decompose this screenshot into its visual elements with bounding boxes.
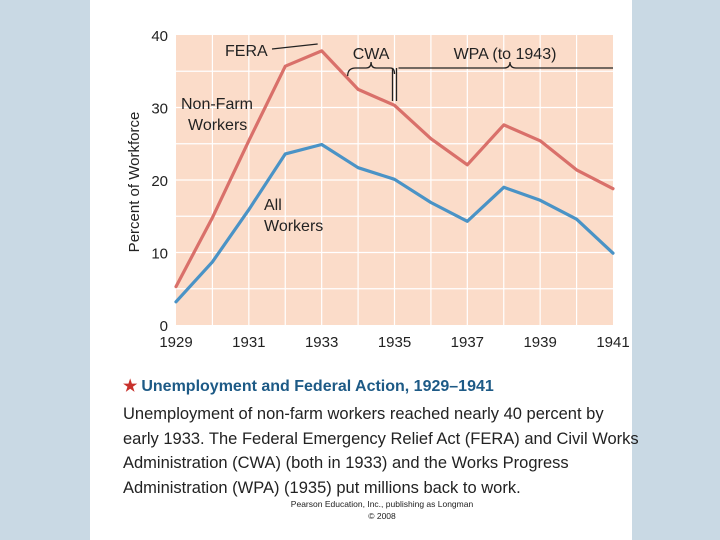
annotation-label-fera: FERA [225,43,268,60]
x-tick-label: 1931 [232,334,265,351]
annotation-pointer-fera [271,43,318,50]
x-tick-label: 1939 [523,334,556,351]
series-label: Workers [264,218,323,235]
x-tick-label: 1935 [378,334,411,351]
credit-notice: Pearson Education, Inc., publishing as L… [272,498,492,522]
annotation-label-cwa: CWA [353,46,390,63]
x-tick-label: 1929 [159,334,192,351]
credit-publisher: Pearson Education, Inc., publishing as L… [290,499,474,509]
y-tick-label: 30 [151,101,168,118]
star-icon: ★ [123,378,138,395]
series-label: Workers [188,117,247,134]
annotation-label-wpa: WPA (to 1943) [454,46,557,63]
x-tick-label: 1933 [305,334,338,351]
y-tick-label: 40 [151,28,168,45]
caption-title-text: Unemployment and Federal Action, 1929–19… [141,378,494,395]
caption-title: ★ Unemployment and Federal Action, 1929–1… [123,376,494,396]
x-tick-label: 1937 [451,334,484,351]
series-line-non-farm-workers [174,49,615,289]
series-line-all-workers [174,142,615,304]
annotation-bracket-wpa [398,61,613,69]
caption-body: Unemployment of non-farm workers reached… [123,405,639,497]
y-tick-label: 20 [151,173,168,190]
y-axis-label: Percent of Workforce [126,112,143,253]
series-label: All [264,197,282,214]
y-tick-label: 10 [151,246,168,263]
x-tick-label: 1941 [596,334,629,351]
y-tick-label: 0 [160,318,168,335]
unemployment-chart: 0 10 20 30 40 1929 1931 1933 1935 1937 1939 1941 Per… [126,28,630,351]
series-label: Non-Farm [181,96,253,113]
credit-copyright: © 2008 [368,511,396,521]
